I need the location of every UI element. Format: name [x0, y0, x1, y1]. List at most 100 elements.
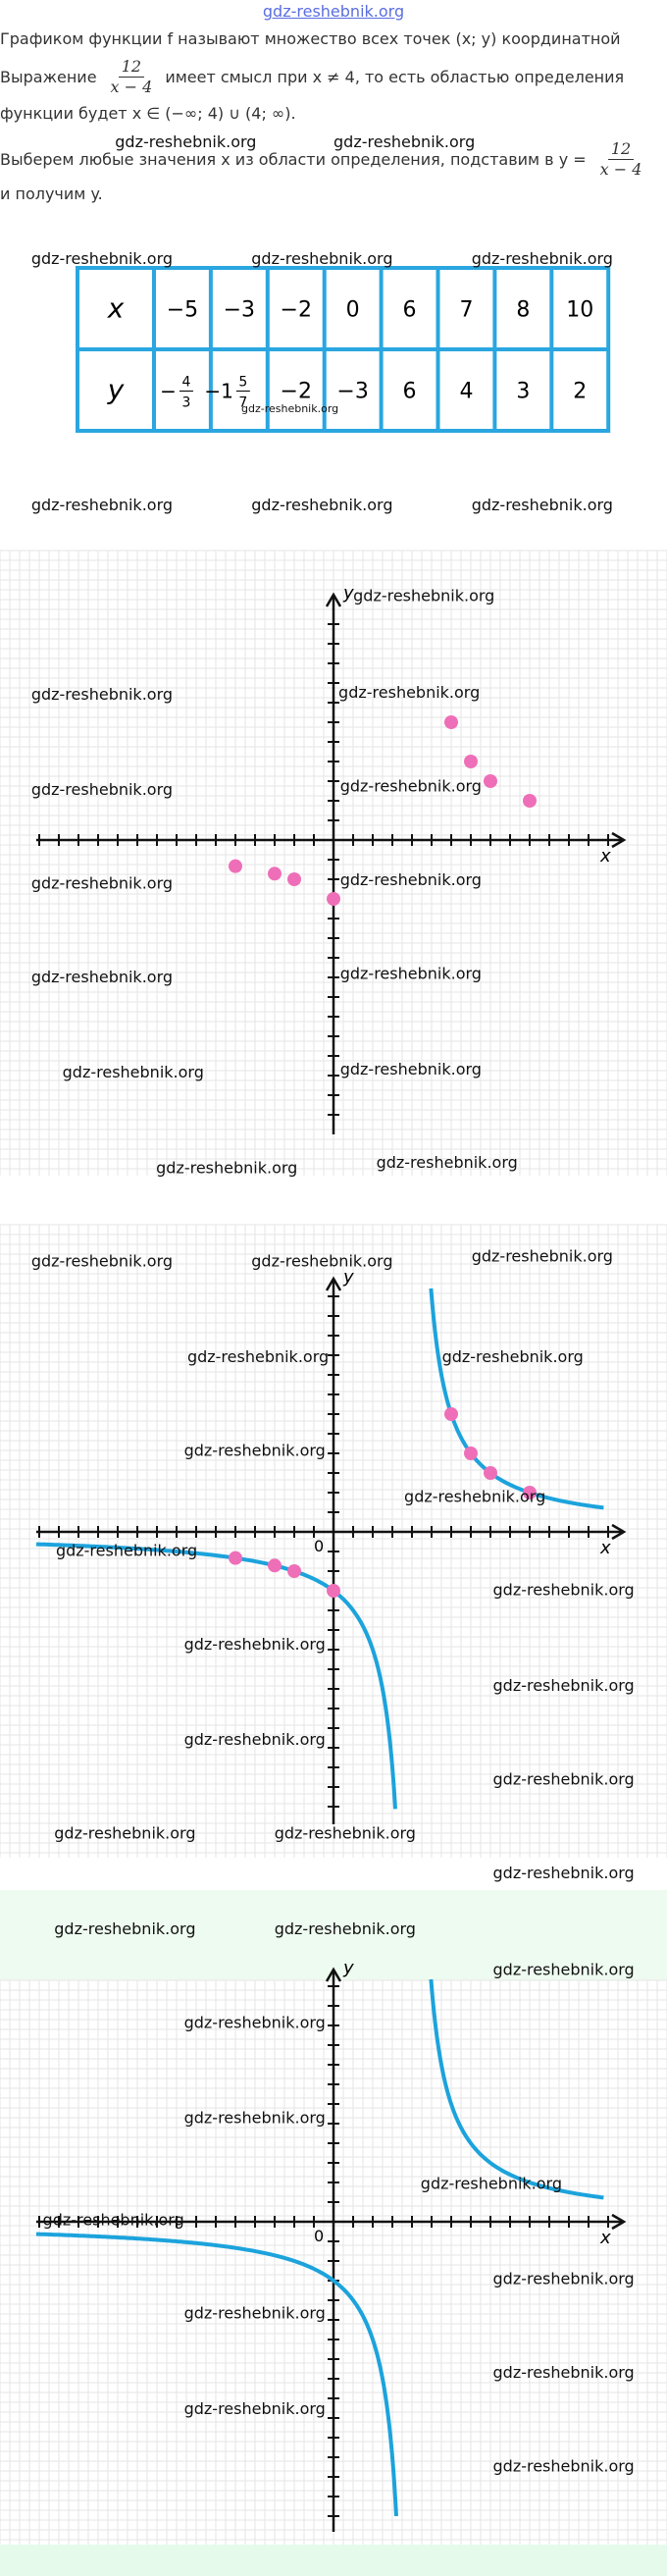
watermark: gdz-reshebnik.org: [340, 777, 482, 796]
text: имеет смысл при x ≠ 4, то есть областью …: [165, 68, 625, 86]
point: [523, 794, 537, 808]
watermark: gdz-reshebnik.org: [353, 586, 494, 605]
watermark: gdz-reshebnik.org: [338, 683, 480, 702]
cell-den: 3: [181, 395, 190, 411]
cell-num: 4: [181, 375, 190, 391]
watermark: gdz-reshebnik.org: [241, 402, 338, 415]
watermark: gdz-reshebnik.org: [184, 2013, 326, 2031]
watermark: gdz-reshebnik.org: [31, 249, 173, 268]
watermark: gdz-reshebnik.org: [115, 132, 256, 151]
cell: −2: [281, 298, 312, 323]
row-label: x: [107, 292, 125, 325]
curve: [35, 2232, 398, 2517]
row-label: y: [107, 374, 125, 406]
cell: 2: [573, 380, 587, 404]
watermark: gdz-reshebnik.org: [340, 870, 482, 889]
point: [287, 1564, 301, 1578]
arrow: [611, 831, 627, 849]
text-line: Выберем любые значения x из области опре…: [0, 139, 654, 180]
point: [444, 1407, 458, 1421]
watermark: gdz-reshebnik.org: [334, 132, 475, 151]
text-line: Выражение 12 x − 4 имеет смысл при x ≠ 4, т…: [0, 57, 629, 97]
watermark: gdz-reshebnik.org: [275, 1824, 416, 1843]
cell: 6: [403, 380, 417, 404]
curve: [429, 1288, 604, 1510]
arrow: [611, 2213, 627, 2231]
watermark: gdz-reshebnik.org: [54, 1824, 195, 1843]
watermark: gdz-reshebnik.org: [184, 2399, 326, 2418]
denominator: x − 4: [110, 78, 153, 96]
axis-label: y: [342, 583, 354, 604]
cell: −2: [281, 380, 312, 404]
arrow: [325, 1276, 342, 1291]
watermark: gdz-reshebnik.org: [493, 1769, 635, 1788]
text: и получим y.: [0, 184, 103, 203]
cell: 10: [566, 298, 593, 323]
watermark: gdz-reshebnik.org: [493, 1581, 635, 1600]
watermark: gdz-reshebnik.org: [493, 1864, 635, 1882]
watermark: gdz-reshebnik.org: [43, 2210, 184, 2229]
numerator: 12: [118, 57, 145, 78]
cell: 4: [459, 380, 473, 404]
cell: −5: [167, 298, 198, 323]
watermark: gdz-reshebnik.org: [184, 1635, 326, 1654]
point: [229, 1551, 242, 1565]
watermark: gdz-reshebnik.org: [421, 2174, 562, 2192]
watermark: gdz-reshebnik.org: [340, 1060, 482, 1078]
watermark: gdz-reshebnik.org: [31, 1252, 173, 1271]
point: [444, 715, 458, 729]
site-link[interactable]: gdz-reshebnik.org: [262, 2, 405, 21]
watermark: gdz-reshebnik.org: [442, 1347, 584, 1366]
watermark: gdz-reshebnik.org: [184, 1730, 326, 1749]
text-line: функции будет x ∈ (−∞; 4) ∪ (4; ∞).: [0, 104, 301, 123]
watermark: gdz-reshebnik.org: [31, 968, 173, 986]
watermark: gdz-reshebnik.org: [31, 780, 173, 799]
arrow: [325, 592, 342, 607]
watermark: gdz-reshebnik.org: [493, 1961, 635, 1979]
green-band: [0, 2545, 667, 2576]
axis-label: x: [599, 2228, 611, 2248]
green-band: [0, 1890, 667, 1980]
arrow: [611, 1523, 627, 1541]
watermark: gdz-reshebnik.org: [472, 1247, 613, 1266]
watermark: gdz-reshebnik.org: [472, 249, 613, 268]
watermark: gdz-reshebnik.org: [56, 1542, 197, 1560]
point: [464, 755, 478, 768]
denominator: x − 4: [599, 160, 642, 179]
point: [484, 1466, 497, 1480]
arrow: [325, 1967, 342, 1982]
cell: 7: [459, 298, 473, 323]
watermark: gdz-reshebnik.org: [31, 496, 173, 514]
watermark: gdz-reshebnik.org: [251, 496, 392, 514]
text-line: и получим y.: [0, 184, 108, 203]
fraction: 12 x − 4: [108, 57, 161, 97]
text: Выражение: [0, 68, 97, 86]
watermark: gdz-reshebnik.org: [184, 2304, 326, 2323]
watermark: gdz-reshebnik.org: [251, 249, 392, 268]
cell: 0: [346, 298, 360, 323]
curve: [429, 1978, 604, 2200]
watermark: gdz-reshebnik.org: [493, 2270, 635, 2288]
watermark: gdz-reshebnik.org: [275, 1919, 416, 1938]
text: Графиком функции f называют множество вс…: [0, 29, 621, 48]
text: Выберем любые значения x из области опре…: [0, 150, 587, 169]
point: [327, 892, 340, 906]
point: [229, 859, 242, 873]
point: [287, 872, 301, 886]
axis-label: y: [342, 1958, 354, 1978]
watermark: gdz-reshebnik.org: [156, 1158, 297, 1177]
watermark: gdz-reshebnik.org: [404, 1487, 545, 1505]
cell: −3: [224, 298, 255, 323]
watermark: gdz-reshebnik.org: [184, 1441, 326, 1459]
text-line: Графиком функции f называют множество вс…: [0, 29, 626, 48]
watermark: gdz-reshebnik.org: [184, 2108, 326, 2127]
point: [327, 1584, 340, 1598]
watermark: gdz-reshebnik.org: [472, 496, 613, 514]
origin-label: 0: [314, 2227, 324, 2245]
cell: 3: [516, 380, 530, 404]
cell: 8: [516, 298, 530, 323]
text: функции будет x ∈ (−∞; 4) ∪ (4; ∞).: [0, 104, 296, 123]
fraction: 12 x − 4: [597, 139, 650, 180]
